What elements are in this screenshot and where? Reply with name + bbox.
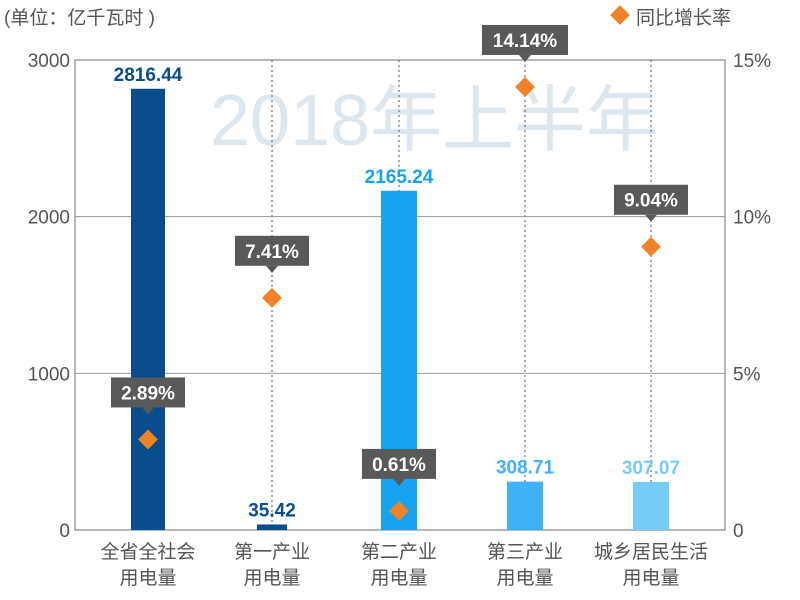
growth-diamond <box>641 236 661 257</box>
category-label: 用电量 <box>496 567 553 589</box>
bar <box>507 481 543 530</box>
growth-diamond <box>262 287 282 308</box>
legend: 同比增长率 <box>610 5 731 29</box>
legend-label: 同比增长率 <box>636 7 731 29</box>
growth-label: 0.61% <box>372 455 426 476</box>
unit-label: (单位：亿千瓦时 ) <box>4 7 155 29</box>
growth-callout-pointer <box>393 478 405 486</box>
y-tick-label: 1000 <box>28 364 70 385</box>
category-label: 用电量 <box>370 567 427 589</box>
category-label: 用电量 <box>622 567 679 589</box>
growth-diamond <box>138 429 158 450</box>
y-tick-label: 2000 <box>28 208 70 229</box>
y2-tick-label: 0 <box>733 521 744 542</box>
watermark: 2018年上半年 <box>210 81 658 161</box>
y2-tick-label: 10% <box>733 208 771 229</box>
growth-callout-pointer <box>266 265 278 273</box>
bar-value-label: 307.07 <box>622 458 680 479</box>
growth-callout-pointer <box>645 214 657 222</box>
growth-label: 9.04% <box>624 191 678 212</box>
growth-label: 2.89% <box>121 383 175 404</box>
growth-callout-pointer <box>519 54 531 62</box>
category-label: 第三产业 <box>487 541 563 563</box>
bar-value-label: 2816.44 <box>114 65 183 86</box>
category-label: 用电量 <box>243 567 300 589</box>
bar-value-label: 308.71 <box>496 458 555 479</box>
category-label: 城乡居民生活 <box>594 541 708 563</box>
growth-callout-pointer <box>142 407 154 415</box>
y-tick-label: 0 <box>59 521 70 542</box>
growth-diamond <box>389 500 409 521</box>
growth-callout-box <box>614 184 688 215</box>
bar-value-label: 35.42 <box>248 500 296 521</box>
bar <box>633 481 669 530</box>
legend-diamond-icon <box>610 5 630 25</box>
y2-tick-label: 15% <box>733 51 771 72</box>
category-label: 全省全社会 <box>100 541 195 563</box>
growth-callout-box <box>235 235 309 266</box>
growth-callout-box <box>482 24 568 55</box>
category-label: 第一产业 <box>234 541 310 563</box>
y2-tick-label: 5% <box>733 364 761 385</box>
growth-callout-box <box>362 448 436 479</box>
category-label: 用电量 <box>119 567 176 589</box>
growth-label: 14.14% <box>493 31 558 52</box>
category-label: 第二产业 <box>361 541 437 563</box>
y-tick-label: 3000 <box>28 51 70 72</box>
bar <box>257 524 287 530</box>
bar-value-label: 2165.24 <box>365 167 434 188</box>
growth-callout-box <box>111 377 185 408</box>
growth-label: 7.41% <box>245 242 299 263</box>
bar <box>131 88 165 530</box>
